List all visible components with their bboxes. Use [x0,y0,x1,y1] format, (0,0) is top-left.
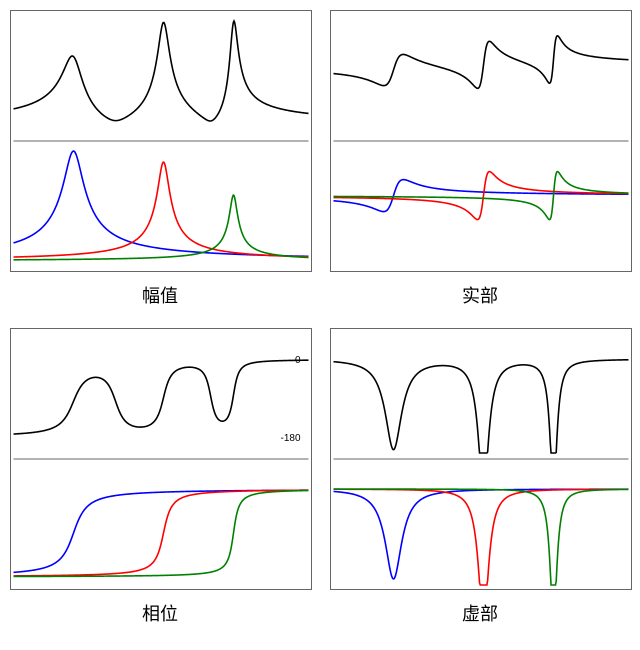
caption-real: 实部 [330,278,630,322]
caption-magnitude: 幅值 [10,278,310,322]
panel-real [330,10,632,272]
panel-magnitude [10,10,312,272]
panel-imag [330,328,632,590]
caption-imag: 虚部 [330,596,630,640]
svg-text:0: 0 [295,355,301,366]
panel-phase: 0 -180 [10,328,312,590]
caption-phase: 相位 [10,596,310,640]
svg-text:-180: -180 [280,433,300,444]
